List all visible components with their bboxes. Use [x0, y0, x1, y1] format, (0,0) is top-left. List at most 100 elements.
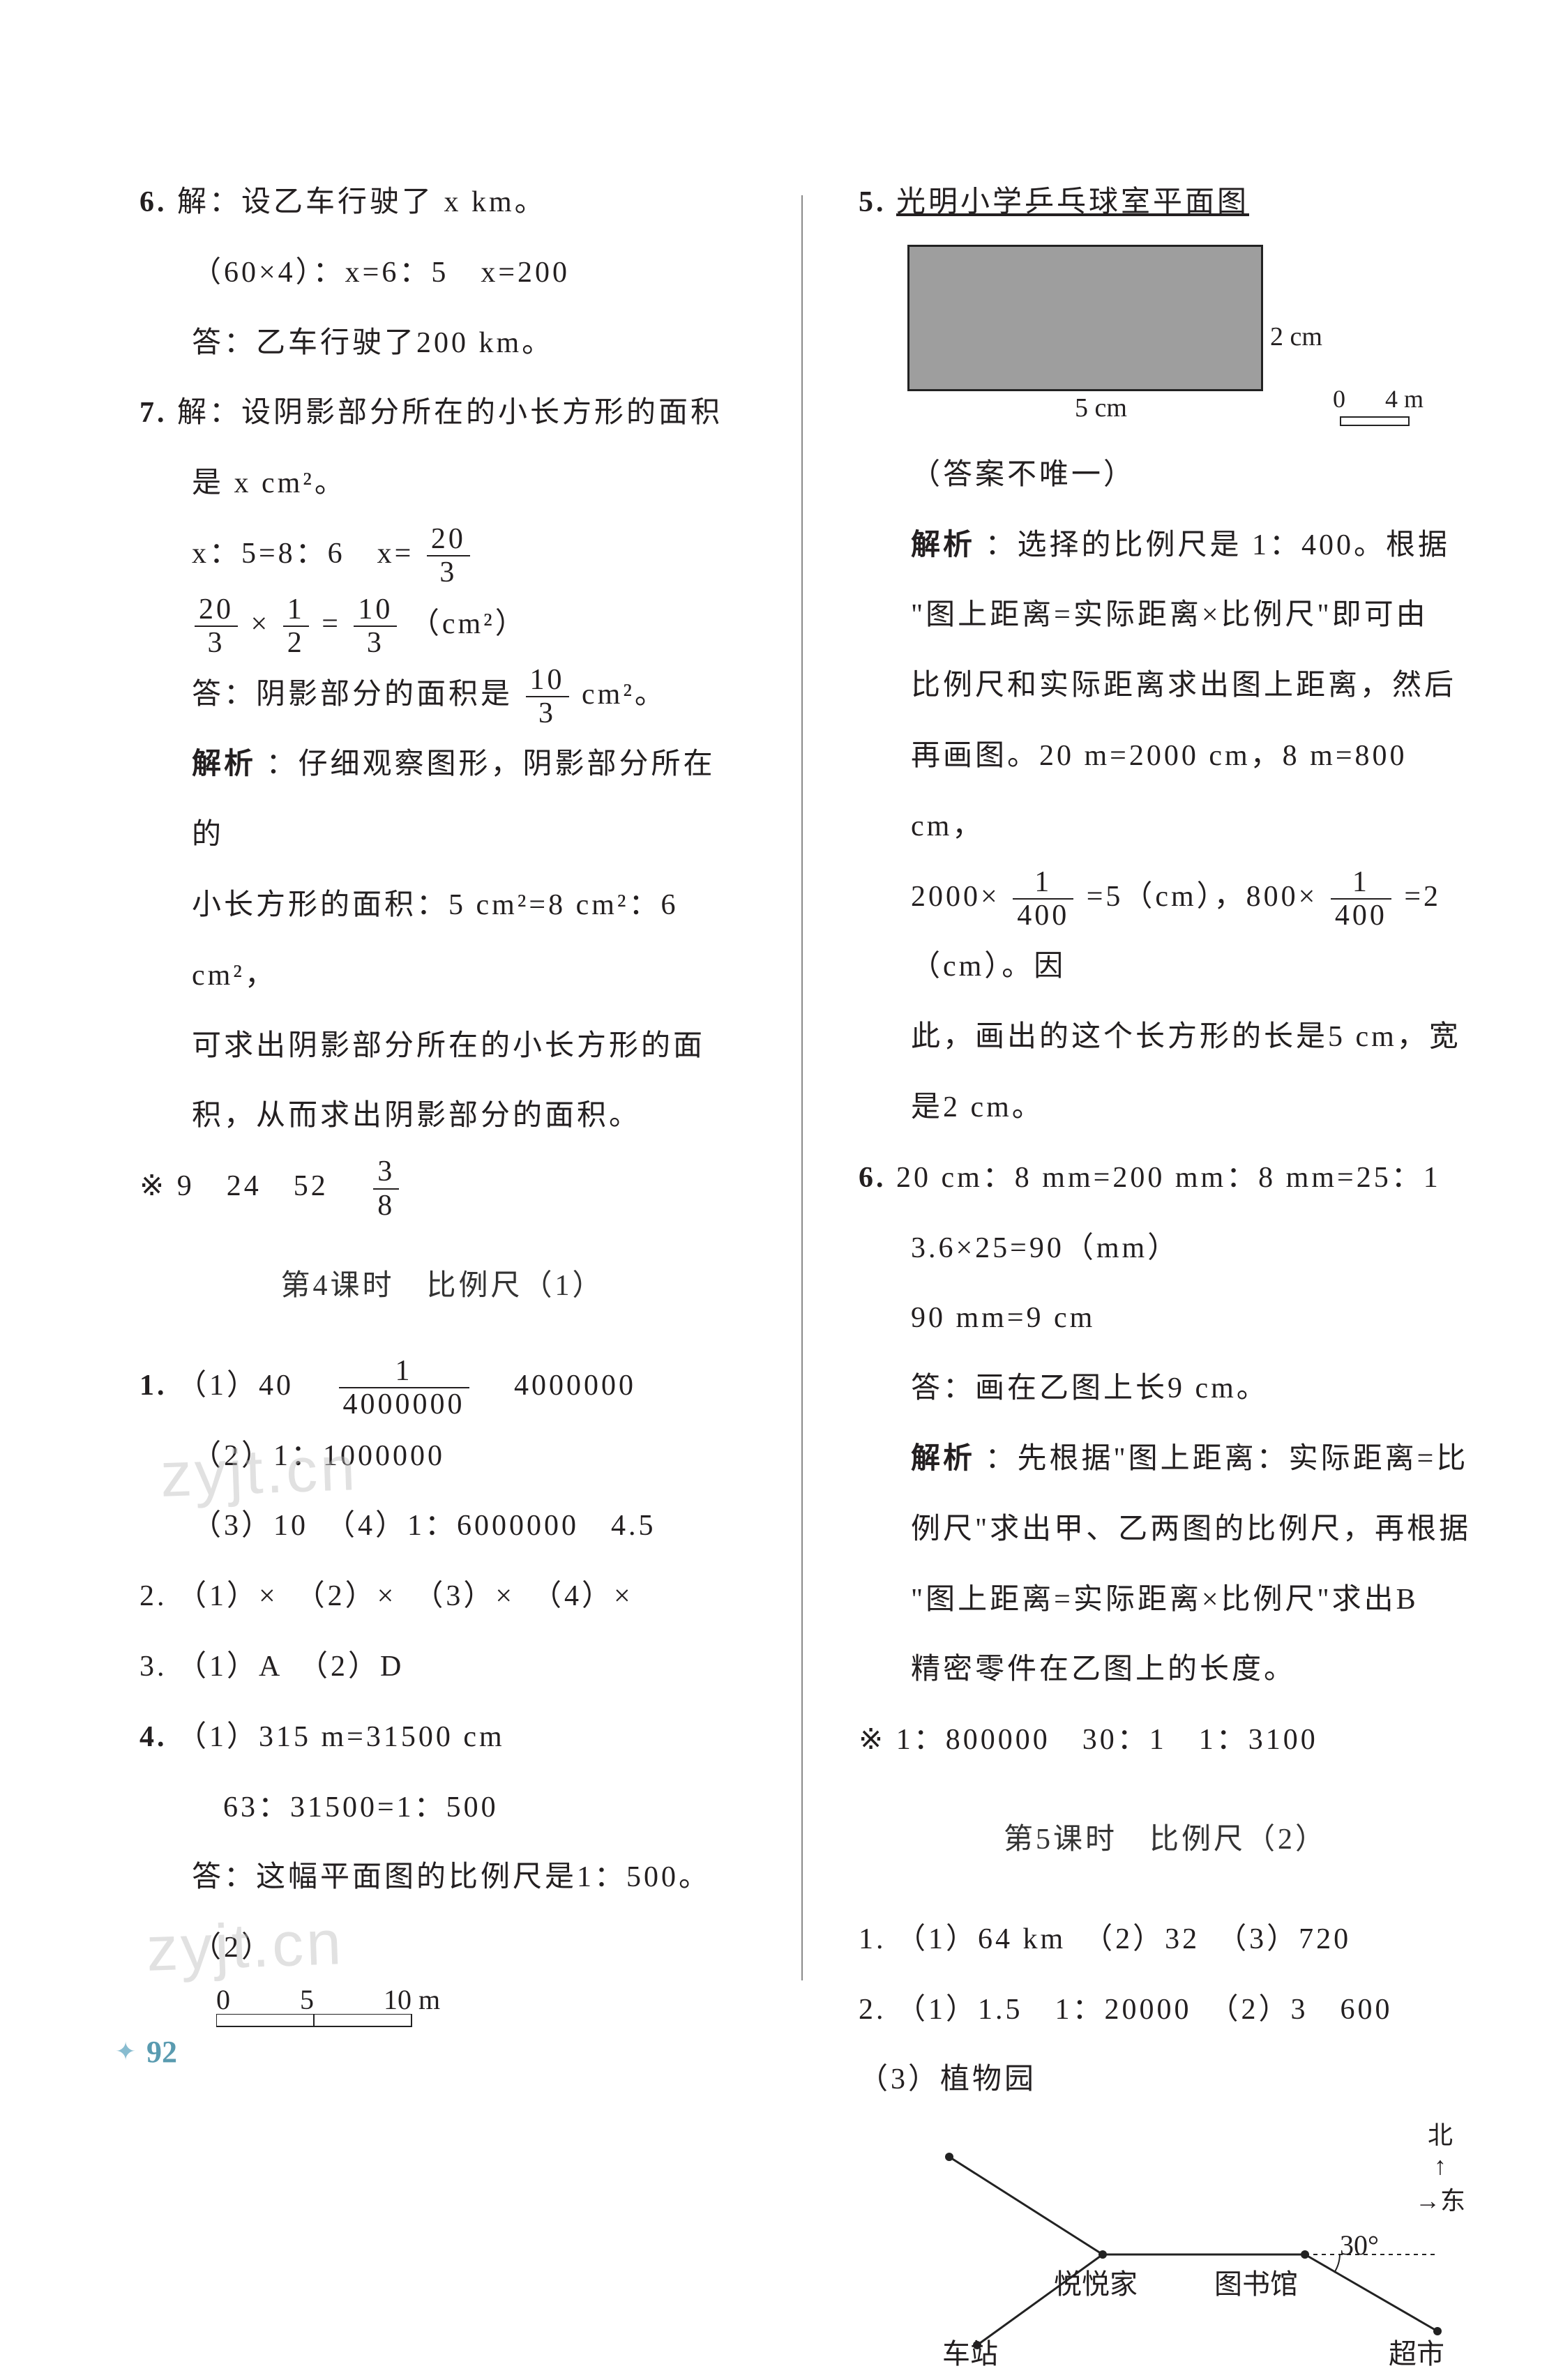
- q7-text1: 解：设阴影部分所在的小长方形的面积: [177, 397, 723, 429]
- compass-east: 东: [1440, 2187, 1465, 2215]
- right-column: 5. 光明小学乒乓球室平面图 2 cm 5 cm 0 4 m （答案不唯一） 解…: [859, 167, 1472, 1980]
- column-divider: [801, 195, 803, 1980]
- q7-frac4: 10 3: [354, 593, 397, 659]
- page: 6. 解：设乙车行驶了 x km。 （60×4）：x=6：5 x=200 答：乙…: [0, 0, 1563, 2174]
- star-vals: 9 24 52: [177, 1170, 361, 1202]
- q6-line1: 6. 解：设乙车行驶了 x km。: [139, 167, 746, 238]
- ruler-numbers: 0 5 10 m: [216, 1983, 509, 2016]
- ruler-svg: [216, 2014, 446, 2031]
- q5-jx4: 再画图。20 m=2000 cm，8 m=800 cm，: [859, 721, 1472, 862]
- q5-fracA: 1 400: [1013, 866, 1073, 932]
- s4-q1-a: （1）40: [177, 1370, 326, 1402]
- q7-line1: 7. 解：设阴影部分所在的小长方形的面积: [139, 378, 746, 448]
- label-2cm: 2 cm: [1270, 321, 1322, 352]
- label-market: 超市: [1389, 2331, 1444, 2372]
- q7-eq2: 20 3 × 1 2 = 10 3 （cm²）: [139, 589, 746, 660]
- q5-jx-l1: 解析 ：选择的比例尺是 1：400。根据: [859, 510, 1472, 581]
- q5-jx7: 是2 cm。: [859, 1072, 1472, 1143]
- section5-title: 第5课时 比例尺（2）: [859, 1805, 1472, 1875]
- q7-answer: 答：阴影部分的面积是 10 3 cm²。: [139, 660, 746, 730]
- q6-text1: 解：设乙车行驶了 x km。: [177, 186, 547, 218]
- compass: 北 ↑ →东: [1415, 2115, 1465, 2217]
- s4-q1-l1: 1. （1）40 1 4000000 4000000: [139, 1351, 746, 1421]
- q7-jx3: 可求出阴影部分所在的小长方形的面: [139, 1011, 746, 1082]
- q7-jx-label: 解析: [192, 748, 256, 780]
- page-number: 92: [146, 2034, 177, 2070]
- q6r-jx1: ：先根据"图上距离：实际距离=比: [986, 1443, 1469, 1475]
- s4-q4-l3: 答：这幅平面图的比例尺是1：500。: [139, 1842, 746, 1913]
- s4-q4-l2: 63：31500=1：500: [139, 1773, 746, 1843]
- star-frac: 3 8: [373, 1155, 399, 1221]
- q6-number: 6.: [139, 186, 167, 218]
- q5-jx5a: 2000×: [911, 881, 1000, 913]
- page-star-icon: ✦: [115, 2037, 136, 2066]
- s4-q4-num: 4.: [139, 1721, 167, 1753]
- label-home: 悦悦家: [1054, 2261, 1138, 2302]
- network-diagram: 北 ↑ →东 悦悦家 图书馆 30° 车站 超市: [886, 2115, 1472, 2380]
- q5-header: 5. 光明小学乒乓球室平面图: [859, 167, 1472, 238]
- q7-jx2: 小长方形的面积：5 cm²=8 cm²：6 cm²，: [139, 870, 746, 1011]
- q5-jx2: "图上距离=实际距离×比例尺"即可由: [859, 580, 1472, 651]
- s5-q1: 1. （1）64 km （2）32 （3）720: [859, 1904, 1472, 1975]
- s4-q4-l4a: （2）: [192, 1932, 273, 1964]
- q6r-num: 6.: [859, 1162, 886, 1194]
- s4-q1-l2: （2）1：1000000: [139, 1421, 746, 1492]
- q6r-jx3: "图上距离=实际距离×比例尺"求出B: [859, 1565, 1472, 1635]
- s4-q2: 2. （1）× （2）× （3）× （4）×: [139, 1561, 746, 1632]
- star-line: ※ 9 24 52 3 8: [139, 1151, 746, 1222]
- ruler-5: 5: [300, 1983, 314, 2016]
- q7-frac2: 20 3: [195, 593, 238, 659]
- s5-q2: 2. （1）1.5 1：20000 （2）3 600: [859, 1975, 1472, 2045]
- compass-east-arrow-icon: →: [1415, 2187, 1440, 2215]
- q7-frac5: 10 3: [526, 664, 569, 729]
- star-mark: ※: [139, 1170, 167, 1202]
- q6-eq: （60×4）：x=6：5 x=200: [139, 238, 746, 308]
- rect-diagram: 2 cm 5 cm 0 4 m: [907, 245, 1410, 426]
- star-line-2: ※ 1：800000 30：1 1：3100: [859, 1705, 1472, 1775]
- q7-mult: ×: [251, 608, 271, 640]
- scale-4m: 4 m: [1385, 384, 1424, 414]
- q5-num: 5.: [859, 186, 886, 218]
- q5-jx-label: 解析: [911, 529, 975, 561]
- q6r-jx-label: 解析: [911, 1443, 975, 1475]
- s4-q1-num: 1.: [139, 1370, 167, 1402]
- q7-frac3: 1 2: [283, 593, 309, 659]
- s4-q1-l3: （3）10 （4）1：6000000 4.5: [139, 1491, 746, 1561]
- ruler-0: 0: [216, 1983, 230, 2016]
- s4-q4-l4: （2）: [139, 1913, 746, 1983]
- s4-q1-b: 4000000: [482, 1370, 636, 1402]
- q6r-jx2: 例尺"求出甲、乙两图的比例尺，再根据: [859, 1494, 1472, 1565]
- q7-jx4: 积，从而求出阴影部分的面积。: [139, 1081, 746, 1151]
- q5-fracB: 1 400: [1331, 866, 1391, 932]
- compass-arrow-icon: ↑: [1434, 2152, 1447, 2180]
- s4-q1-frac: 1 4000000: [339, 1355, 469, 1420]
- q5-jx5: 2000× 1 400 =5（cm），800× 1 400 =2（cm）。因: [859, 862, 1472, 1003]
- label-angle: 30°: [1340, 2229, 1379, 2261]
- scale-ruler: 0 5 10 m: [216, 1983, 509, 2032]
- left-column: 6. 解：设乙车行驶了 x km。 （60×4）：x=6：5 x=200 答：乙…: [139, 167, 746, 1980]
- compass-north: 北: [1415, 2115, 1465, 2151]
- s4-q4-t1: （1）315 m=31500 cm: [177, 1721, 505, 1753]
- q7-eqsign: =: [322, 608, 341, 640]
- scale-nums: 0 4 m: [1333, 384, 1424, 414]
- q5-note: （答案不唯一）: [859, 440, 1472, 510]
- q7-eq1: x：5=8：6 x= 20 3: [139, 519, 746, 589]
- q7-line2: 是 x cm²。: [139, 448, 746, 519]
- q7-cm2: （cm²）: [410, 608, 527, 640]
- q5-jx6: 此，画出的这个长方形的长是5 cm，宽: [859, 1002, 1472, 1072]
- q6r-l3: 90 mm=9 cm: [859, 1283, 1472, 1354]
- q7-number: 7.: [139, 397, 167, 429]
- s4-q4-l1: 4. （1）315 m=31500 cm: [139, 1702, 746, 1773]
- scale-bar-rect: [1340, 416, 1410, 426]
- label-5cm: 5 cm: [1075, 393, 1127, 423]
- ruler-10: 10 m: [384, 1983, 440, 2016]
- two-column-layout: 6. 解：设乙车行驶了 x km。 （60×4）：x=6：5 x=200 答：乙…: [139, 167, 1472, 1980]
- q6r-t1: 20 cm：8 mm=200 mm：8 mm=25：1: [896, 1162, 1441, 1194]
- q7-frac1: 20 3: [427, 523, 470, 589]
- scale-0: 0: [1333, 384, 1345, 414]
- q7-analysis-1: 解析 ：仔细观察图形，阴影部分所在的: [139, 729, 746, 870]
- q5-jx3: 比例尺和实际距离求出图上距离，然后: [859, 651, 1472, 721]
- q6r-jx4: 精密零件在乙图上的长度。: [859, 1635, 1472, 1705]
- q6r-l2: 3.6×25=90（mm）: [859, 1213, 1472, 1284]
- q7-jx1: ：仔细观察图形，阴影部分所在的: [192, 748, 716, 851]
